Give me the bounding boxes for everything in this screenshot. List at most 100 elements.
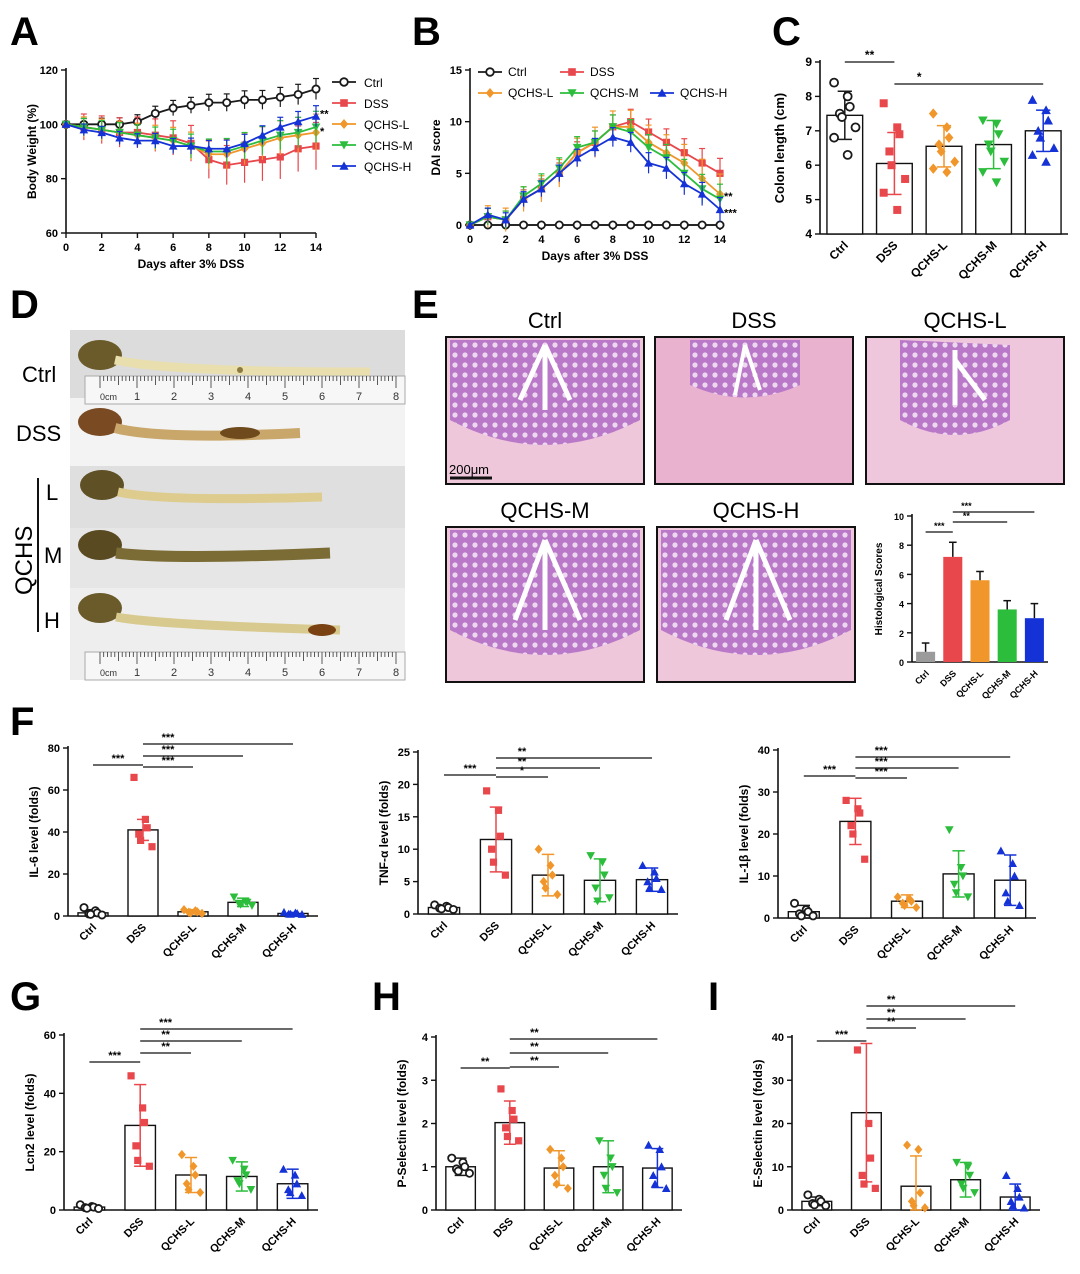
- data-point-ctrl: [829, 77, 839, 88]
- panel-letter-g: G: [10, 975, 41, 1019]
- y-tick-label: 40: [772, 1032, 784, 1044]
- data-point-qchs-l: [177, 1149, 186, 1160]
- data-point-dss: [853, 1046, 862, 1054]
- data-point-ctrl: [821, 1201, 831, 1211]
- tnf-alpha-bar-chart: 0 5 10 15 20 25 TNF-α level (folds) Ctrl DSS QCHS…: [377, 746, 678, 960]
- data-point-qchs-l: [196, 1187, 205, 1198]
- data-point-ctrl: [257, 95, 267, 105]
- x-tick-label: QCHS-M: [955, 238, 999, 282]
- significance-label: ***: [934, 521, 945, 531]
- significance-label: **: [887, 1016, 896, 1028]
- data-point-qchs-h: [1008, 859, 1017, 867]
- data-point-qchs-h: [1027, 150, 1038, 159]
- y-tick-label: 10: [772, 1162, 784, 1174]
- data-point-qchs-l: [559, 1162, 568, 1172]
- data-point-dss: [887, 161, 896, 170]
- x-tick-label: 10: [238, 242, 250, 254]
- significance-label: **: [530, 1055, 539, 1067]
- x-tick-label: DSS: [478, 920, 502, 944]
- data-point-ctrl: [697, 220, 707, 230]
- data-point-qchs-l: [912, 902, 921, 913]
- data-point-qchs-h: [657, 1162, 666, 1171]
- ruler-label: 0cm: [100, 392, 117, 402]
- data-point-qchs-l: [184, 1184, 193, 1195]
- y-tick-label: 20: [44, 1147, 56, 1159]
- y-axis-label: Body Weight (%): [25, 104, 39, 199]
- data-point-qchs-m: [236, 900, 245, 909]
- data-point-dss: [879, 188, 888, 197]
- significance-label: **: [887, 994, 896, 1006]
- legend-marker: [485, 67, 495, 77]
- data-point-ctrl: [808, 911, 818, 921]
- data-point-qchs-h: [697, 189, 707, 198]
- data-point-dss: [854, 805, 862, 813]
- colon-dss: [78, 408, 301, 441]
- y-tick-label: 10: [894, 512, 904, 522]
- x-tick-label: QCHS-M: [925, 924, 965, 964]
- data-point-dss: [893, 123, 902, 132]
- data-point-ctrl: [715, 220, 725, 230]
- data-point-qchs-m: [606, 1154, 615, 1163]
- data-point-dss: [137, 836, 145, 844]
- data-point-qchs-h: [644, 1140, 653, 1149]
- x-tick-label: DSS: [837, 924, 861, 948]
- ruler-label: 1: [134, 391, 140, 403]
- y-tick-label: 0: [778, 1205, 784, 1217]
- panel-letter-f: F: [10, 700, 34, 744]
- data-point-qchs-h: [465, 220, 475, 229]
- x-tick-label: 2: [503, 234, 509, 246]
- y-tick-label: 0: [404, 909, 410, 921]
- data-point-dss: [501, 871, 509, 879]
- data-point-qchs-m: [241, 1171, 251, 1180]
- data-point-ctrl: [850, 122, 861, 133]
- data-point-dss: [842, 796, 850, 804]
- data-point-qchs-l: [903, 1140, 912, 1150]
- data-point-dss: [893, 205, 902, 214]
- data-point-qchs-l: [920, 1203, 929, 1213]
- il1-beta-bar-chart: 0 10 20 30 40 IL-1β level (folds) Ctrl DSS QCHS-…: [737, 745, 1036, 964]
- significance-label: ***: [108, 1050, 122, 1062]
- x-tick-label: 6: [574, 234, 580, 246]
- significance-label: **: [530, 1027, 539, 1039]
- data-point-qchs-h: [643, 877, 652, 886]
- significance-label: ***: [875, 766, 889, 778]
- significance-label: ***: [159, 1017, 173, 1029]
- panel-letter-a: A: [10, 10, 39, 54]
- y-tick-label: 25: [398, 747, 410, 759]
- data-point-ctrl: [554, 220, 564, 230]
- y-tick-label: 10: [398, 844, 410, 856]
- data-point-qchs-l: [934, 139, 944, 150]
- data-point-qchs-h: [1015, 901, 1024, 909]
- y-tick-label: 0: [54, 911, 60, 923]
- histology-panel: Ctrl DSS QCHS-L QCHS-M QCHS-H 200μm: [445, 308, 1065, 683]
- x-tick-label: Ctrl: [428, 920, 450, 942]
- data-point-qchs-h: [222, 144, 232, 153]
- data-point-qchs-m: [242, 898, 252, 907]
- ruler-bottom: 0cm 1 2 3 4 5 6 7 8: [84, 651, 406, 681]
- data-point-qchs-h: [1015, 1192, 1024, 1201]
- data-point-dss: [130, 773, 138, 781]
- y-tick-label: 7: [805, 124, 812, 138]
- data-point-dss: [849, 830, 857, 838]
- data-point-qchs-l: [914, 1144, 923, 1155]
- data-point-qchs-h: [204, 144, 214, 153]
- data-point-qchs-l: [191, 1170, 200, 1180]
- data-point-qchs-h: [133, 136, 142, 145]
- data-point-qchs-m: [600, 871, 609, 880]
- y-tick-label: 0: [50, 1205, 56, 1217]
- data-point-ctrl: [464, 1168, 474, 1178]
- x-tick-label: QCHS-H: [1006, 238, 1049, 281]
- x-tick-label: 14: [714, 234, 727, 246]
- y-tick-label: 5: [404, 877, 410, 889]
- y-tick-label: 60: [48, 785, 60, 797]
- data-point-ctrl: [186, 100, 196, 110]
- y-tick-label: 20: [758, 829, 770, 841]
- y-axis-label: IL-1β level (folds): [737, 785, 751, 884]
- ruler-label: 3: [208, 391, 214, 403]
- data-point-ctrl: [679, 220, 689, 230]
- y-tick-label: 40: [44, 1088, 56, 1100]
- data-point-qchs-h: [186, 141, 196, 150]
- significance-label: ***: [464, 763, 478, 775]
- x-tick-label: Ctrl: [74, 1216, 96, 1238]
